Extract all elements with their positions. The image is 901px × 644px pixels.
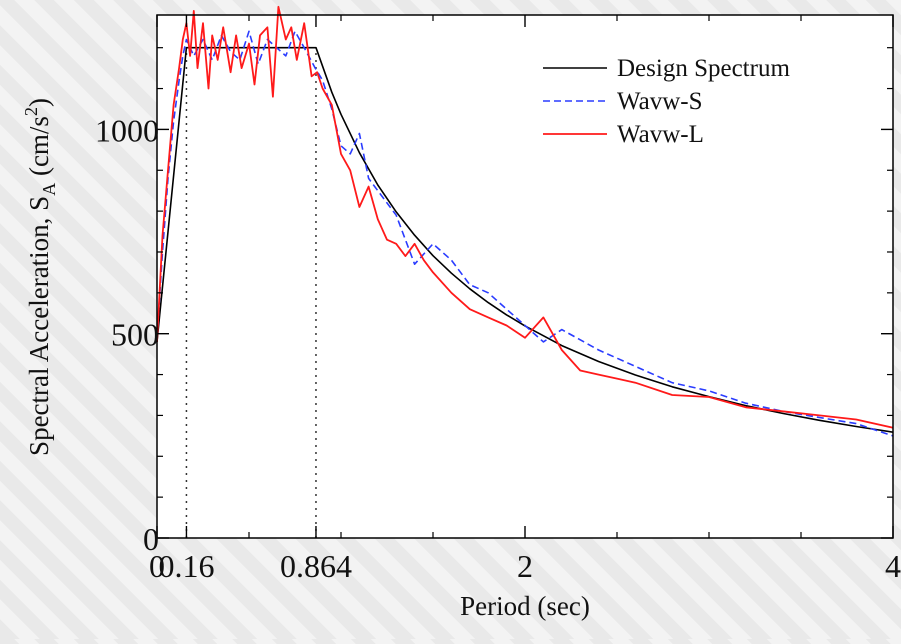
y-axis-label-subscript: A xyxy=(39,183,59,196)
x-tick-label: 0 xyxy=(149,548,165,584)
legend: Design Spectrum Wavw-S Wavw-L xyxy=(543,55,790,148)
y-tick-label: 500 xyxy=(111,317,159,353)
x-tick-label: 0.16 xyxy=(158,548,214,584)
legend-label: Wavw-S xyxy=(617,88,702,115)
y-axis-label-unit: (cm/s xyxy=(24,116,54,183)
axis-ticks: 00.16 0.864 2 4 0 500 1000 xyxy=(95,15,901,584)
y-axis-label-exponent: 2 xyxy=(21,107,41,116)
y-axis-label-close: ) xyxy=(24,98,54,107)
y-tick-label: 0 xyxy=(143,521,159,557)
legend-label: Design Spectrum xyxy=(617,55,790,82)
plot-background xyxy=(157,15,893,538)
y-axis-label-main: Spectral Acceleration, S xyxy=(24,196,54,456)
x-axis-label: Period (sec) xyxy=(460,591,590,621)
reference-lines xyxy=(185,47,317,538)
x-tick-label: 2 xyxy=(517,548,533,584)
legend-label: Wavw-L xyxy=(617,121,704,148)
x-tick-label: 4 xyxy=(885,548,901,584)
series-line-wavw-l xyxy=(156,5,894,429)
series-line-design-spectrum xyxy=(156,46,894,433)
y-axis-label: Spectral Acceleration, SA (cm/s2) xyxy=(21,98,59,456)
y-tick-label: 1000 xyxy=(95,112,159,148)
series-lines xyxy=(156,5,894,437)
x-tick-label: 0.864 xyxy=(280,548,352,584)
